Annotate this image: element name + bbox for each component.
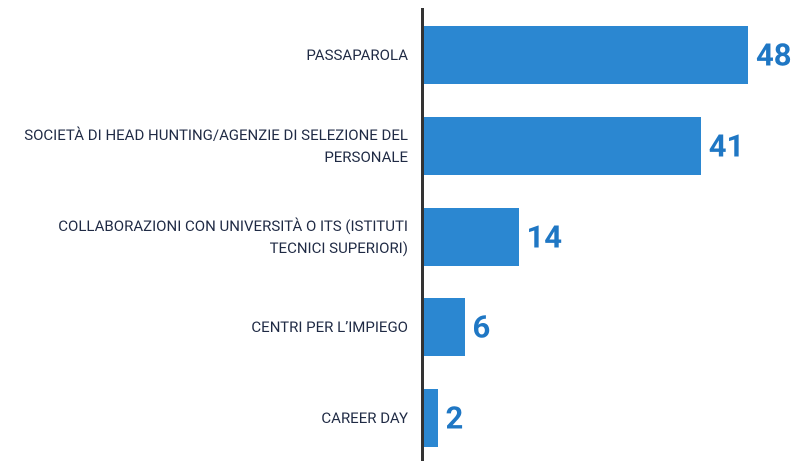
bar bbox=[424, 207, 519, 266]
category-label: PASSAPAROLA bbox=[306, 46, 408, 64]
value-label: 41 bbox=[708, 127, 745, 165]
category-label: CAREER DAY bbox=[321, 409, 408, 427]
bar bbox=[424, 26, 748, 84]
value-label: 14 bbox=[526, 218, 563, 255]
axis-line bbox=[421, 8, 424, 461]
bar bbox=[424, 116, 701, 175]
value-label: 48 bbox=[756, 36, 792, 74]
value-label: 6 bbox=[472, 308, 491, 346]
bar bbox=[424, 389, 438, 447]
bar bbox=[424, 298, 465, 357]
category-label: COLLABORAZIONI CON UNIVERSITÀ O ITS (IST… bbox=[58, 216, 408, 257]
category-label: SOCIETÀ DI HEAD HUNTING/AGENZIE DI SELEZ… bbox=[24, 125, 408, 166]
value-label: 2 bbox=[445, 399, 464, 437]
category-label: CENTRI PER L’IMPIEGO bbox=[251, 318, 408, 337]
